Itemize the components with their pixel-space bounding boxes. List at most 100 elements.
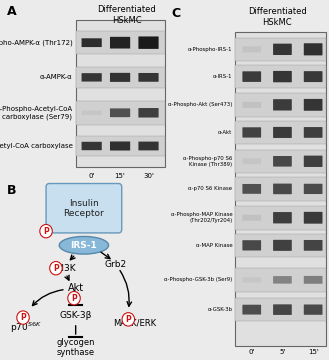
FancyBboxPatch shape bbox=[82, 142, 102, 150]
Text: Differentiated
HSkMC: Differentiated HSkMC bbox=[248, 7, 307, 27]
Bar bbox=[236, 37, 326, 61]
Text: α-Phospho-p70 S6
Kinase (Thr389): α-Phospho-p70 S6 Kinase (Thr389) bbox=[183, 156, 232, 167]
Text: PI3K: PI3K bbox=[56, 264, 76, 273]
FancyBboxPatch shape bbox=[273, 276, 292, 284]
FancyBboxPatch shape bbox=[304, 99, 322, 111]
FancyBboxPatch shape bbox=[273, 184, 292, 194]
FancyBboxPatch shape bbox=[242, 305, 261, 315]
Text: p70$^{S6K}$: p70$^{S6K}$ bbox=[11, 321, 42, 336]
Text: 15': 15' bbox=[308, 349, 318, 355]
FancyBboxPatch shape bbox=[304, 43, 322, 55]
Ellipse shape bbox=[59, 237, 109, 254]
Text: α-Phospho-MAP Kinase
(Thr202/Tyr204): α-Phospho-MAP Kinase (Thr202/Tyr204) bbox=[171, 212, 232, 223]
FancyBboxPatch shape bbox=[273, 304, 292, 315]
Text: α-MAP Kinase: α-MAP Kinase bbox=[196, 243, 232, 248]
FancyBboxPatch shape bbox=[273, 99, 292, 111]
Text: 5': 5' bbox=[279, 349, 286, 355]
FancyBboxPatch shape bbox=[46, 184, 122, 233]
Circle shape bbox=[122, 312, 135, 326]
Text: MAPK/ERK: MAPK/ERK bbox=[113, 318, 157, 327]
Text: A: A bbox=[7, 5, 16, 18]
FancyBboxPatch shape bbox=[304, 240, 322, 251]
Text: P: P bbox=[53, 264, 59, 273]
FancyBboxPatch shape bbox=[304, 276, 322, 284]
Bar bbox=[236, 65, 326, 88]
Text: α-Phospho-Akt (Ser473): α-Phospho-Akt (Ser473) bbox=[168, 102, 232, 107]
Bar bbox=[236, 268, 326, 292]
Bar bbox=[76, 20, 164, 167]
Circle shape bbox=[17, 311, 29, 324]
Text: α-Phospho-Acetyl-CoA
carboxylase (Ser79): α-Phospho-Acetyl-CoA carboxylase (Ser79) bbox=[0, 106, 72, 120]
FancyBboxPatch shape bbox=[242, 184, 261, 194]
Bar bbox=[76, 101, 164, 125]
Circle shape bbox=[50, 261, 62, 275]
Bar bbox=[76, 67, 164, 88]
FancyBboxPatch shape bbox=[82, 73, 102, 82]
Text: P: P bbox=[125, 315, 131, 324]
Text: Differentiated
HSkMC: Differentiated HSkMC bbox=[97, 5, 156, 25]
Text: α-AMPK-α: α-AMPK-α bbox=[39, 75, 72, 80]
FancyBboxPatch shape bbox=[304, 184, 322, 194]
FancyBboxPatch shape bbox=[273, 127, 292, 138]
FancyBboxPatch shape bbox=[304, 212, 322, 224]
Text: GSK-3β: GSK-3β bbox=[60, 311, 92, 320]
FancyBboxPatch shape bbox=[110, 141, 130, 150]
Text: α-IRS-1: α-IRS-1 bbox=[213, 74, 232, 79]
Text: α-p70 S6 Kinase: α-p70 S6 Kinase bbox=[188, 186, 232, 192]
FancyBboxPatch shape bbox=[110, 37, 130, 49]
Text: α-Acetyl-CoA carboxylase: α-Acetyl-CoA carboxylase bbox=[0, 143, 72, 149]
Text: P: P bbox=[71, 294, 77, 303]
FancyBboxPatch shape bbox=[242, 277, 261, 283]
Bar bbox=[236, 93, 326, 117]
FancyBboxPatch shape bbox=[273, 240, 292, 251]
FancyBboxPatch shape bbox=[139, 141, 159, 150]
Text: Grb2: Grb2 bbox=[104, 260, 126, 269]
FancyBboxPatch shape bbox=[110, 73, 130, 82]
FancyBboxPatch shape bbox=[273, 212, 292, 224]
Text: 0': 0' bbox=[89, 173, 95, 179]
FancyBboxPatch shape bbox=[110, 108, 130, 117]
Bar bbox=[76, 136, 164, 156]
FancyBboxPatch shape bbox=[82, 38, 102, 47]
Text: 0': 0' bbox=[249, 349, 255, 355]
Bar bbox=[236, 149, 326, 173]
FancyBboxPatch shape bbox=[242, 215, 261, 221]
Circle shape bbox=[40, 224, 52, 238]
Bar bbox=[236, 177, 326, 201]
Text: α-Phospho-IRS-1: α-Phospho-IRS-1 bbox=[188, 47, 232, 52]
FancyBboxPatch shape bbox=[273, 156, 292, 167]
FancyBboxPatch shape bbox=[242, 240, 261, 251]
Bar bbox=[236, 298, 326, 321]
Text: P: P bbox=[43, 227, 49, 236]
Text: α-GSK-3b: α-GSK-3b bbox=[207, 307, 232, 312]
FancyBboxPatch shape bbox=[273, 71, 292, 82]
FancyBboxPatch shape bbox=[304, 305, 322, 315]
Text: 15': 15' bbox=[115, 173, 125, 179]
FancyBboxPatch shape bbox=[304, 71, 322, 82]
Text: 30': 30' bbox=[143, 173, 154, 179]
Text: glycogen
synthase: glycogen synthase bbox=[56, 338, 95, 357]
FancyBboxPatch shape bbox=[304, 127, 322, 138]
Circle shape bbox=[68, 292, 80, 305]
FancyBboxPatch shape bbox=[242, 102, 261, 108]
FancyBboxPatch shape bbox=[273, 44, 292, 55]
FancyBboxPatch shape bbox=[304, 156, 322, 167]
FancyBboxPatch shape bbox=[242, 71, 261, 82]
Text: α-Phospho-GSK-3b (Ser9): α-Phospho-GSK-3b (Ser9) bbox=[164, 277, 232, 282]
Bar bbox=[236, 234, 326, 257]
FancyBboxPatch shape bbox=[242, 127, 261, 138]
Bar bbox=[236, 32, 326, 346]
Text: Akt: Akt bbox=[67, 283, 84, 293]
Text: Insulin
Receptor: Insulin Receptor bbox=[63, 198, 104, 218]
Text: IRS-1: IRS-1 bbox=[70, 241, 97, 250]
FancyBboxPatch shape bbox=[139, 108, 159, 118]
Text: C: C bbox=[171, 7, 180, 20]
FancyBboxPatch shape bbox=[82, 111, 102, 115]
Text: α-Phospho-AMPK-α (Thr172): α-Phospho-AMPK-α (Thr172) bbox=[0, 40, 72, 46]
FancyBboxPatch shape bbox=[242, 158, 261, 164]
FancyBboxPatch shape bbox=[139, 73, 159, 82]
Bar bbox=[236, 206, 326, 230]
Text: P: P bbox=[20, 313, 26, 322]
FancyBboxPatch shape bbox=[139, 36, 159, 49]
Text: α-Akt: α-Akt bbox=[218, 130, 232, 135]
